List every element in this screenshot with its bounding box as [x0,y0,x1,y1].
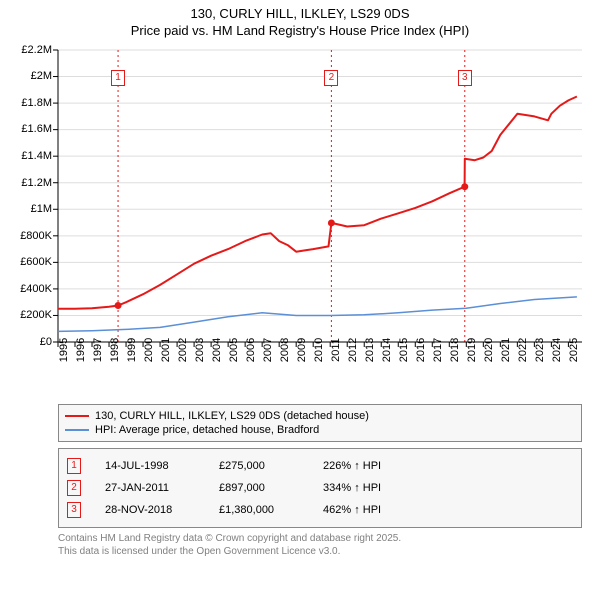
x-tick-label: 2021 [500,338,512,362]
transaction-marker: 1 [67,458,81,474]
x-tick-label: 2025 [568,338,580,362]
y-tick-label: £600K [20,256,52,268]
x-tick-label: 2003 [194,338,206,362]
x-tick-label: 2014 [381,338,393,362]
y-tick-label: £1.4M [21,150,52,162]
y-tick-label: £800K [20,230,52,242]
title-block: 130, CURLY HILL, ILKLEY, LS29 0DS Price … [0,0,600,42]
legend: 130, CURLY HILL, ILKLEY, LS29 0DS (detac… [58,404,582,442]
transaction-price: £897,000 [219,482,299,494]
y-tick-label: £2M [31,70,52,82]
legend-label: HPI: Average price, detached house, Brad… [95,424,319,436]
transaction-price: £1,380,000 [219,504,299,516]
chart-marker-3: 3 [458,70,472,86]
x-tick-label: 2019 [466,338,478,362]
y-tick-label: £200K [20,309,52,321]
transaction-row: 3 28-NOV-2018 £1,380,000 462% ↑ HPI [67,499,573,521]
x-tick-label: 1995 [58,338,70,362]
x-tick-label: 2005 [228,338,240,362]
x-tick-label: 2023 [534,338,546,362]
x-tick-label: 2001 [160,338,172,362]
transaction-row: 2 27-JAN-2011 £897,000 334% ↑ HPI [67,477,573,499]
y-tick-label: £1.8M [21,97,52,109]
y-tick-label: £1M [31,203,52,215]
title-line2: Price paid vs. HM Land Registry's House … [0,23,600,40]
legend-label: 130, CURLY HILL, ILKLEY, LS29 0DS (detac… [95,410,369,422]
transaction-marker: 3 [67,502,81,518]
legend-swatch [65,415,89,417]
transaction-date: 14-JUL-1998 [105,460,195,472]
x-tick-label: 1999 [126,338,138,362]
x-tick-label: 2015 [398,338,410,362]
transaction-marker: 2 [67,480,81,496]
x-tick-label: 2002 [177,338,189,362]
x-tick-label: 1998 [109,338,121,362]
x-tick-label: 1997 [92,338,104,362]
chart-marker-2: 2 [324,70,338,86]
y-tick-label: £400K [20,283,52,295]
x-tick-label: 2008 [279,338,291,362]
footer-line1: Contains HM Land Registry data © Crown c… [58,532,582,545]
x-tick-label: 2011 [330,338,342,362]
transaction-pct: 226% ↑ HPI [323,460,413,472]
x-tick-label: 2013 [364,338,376,362]
x-tick-label: 2018 [449,338,461,362]
chart-marker-1: 1 [111,70,125,86]
x-tick-label: 2006 [245,338,257,362]
legend-row: HPI: Average price, detached house, Brad… [65,423,575,437]
x-tick-label: 2004 [211,338,223,362]
transaction-row: 1 14-JUL-1998 £275,000 226% ↑ HPI [67,455,573,477]
chart-container: 130, CURLY HILL, ILKLEY, LS29 0DS Price … [0,0,600,590]
x-tick-label: 2017 [432,338,444,362]
title-line1: 130, CURLY HILL, ILKLEY, LS29 0DS [0,6,600,23]
footer: Contains HM Land Registry data © Crown c… [58,532,582,558]
x-tick-label: 2024 [551,338,563,362]
x-tick-label: 2000 [143,338,155,362]
transactions-table: 1 14-JUL-1998 £275,000 226% ↑ HPI 2 27-JAN-20… [58,448,582,528]
y-tick-label: £0 [40,336,52,348]
legend-row: 130, CURLY HILL, ILKLEY, LS29 0DS (detac… [65,409,575,423]
transaction-pct: 334% ↑ HPI [323,482,413,494]
y-tick-label: £1.6M [21,123,52,135]
x-tick-label: 2012 [347,338,359,362]
y-tick-label: £2.2M [21,44,52,56]
x-tick-label: 2010 [313,338,325,362]
transaction-date: 27-JAN-2011 [105,482,195,494]
transaction-price: £275,000 [219,460,299,472]
chart-area: £0 £200K £400K £600K £800K £1M £1.2M £1.4M £1.6M… [0,42,600,402]
transaction-pct: 462% ↑ HPI [323,504,413,516]
x-tick-label: 2016 [415,338,427,362]
x-tick-label: 2020 [483,338,495,362]
x-tick-label: 2007 [262,338,274,362]
x-tick-label: 2022 [517,338,529,362]
y-tick-label: £1.2M [21,177,52,189]
footer-line2: This data is licensed under the Open Gov… [58,545,582,558]
x-tick-label: 2009 [296,338,308,362]
transaction-date: 28-NOV-2018 [105,504,195,516]
legend-swatch [65,429,89,431]
x-tick-label: 1996 [75,338,87,362]
